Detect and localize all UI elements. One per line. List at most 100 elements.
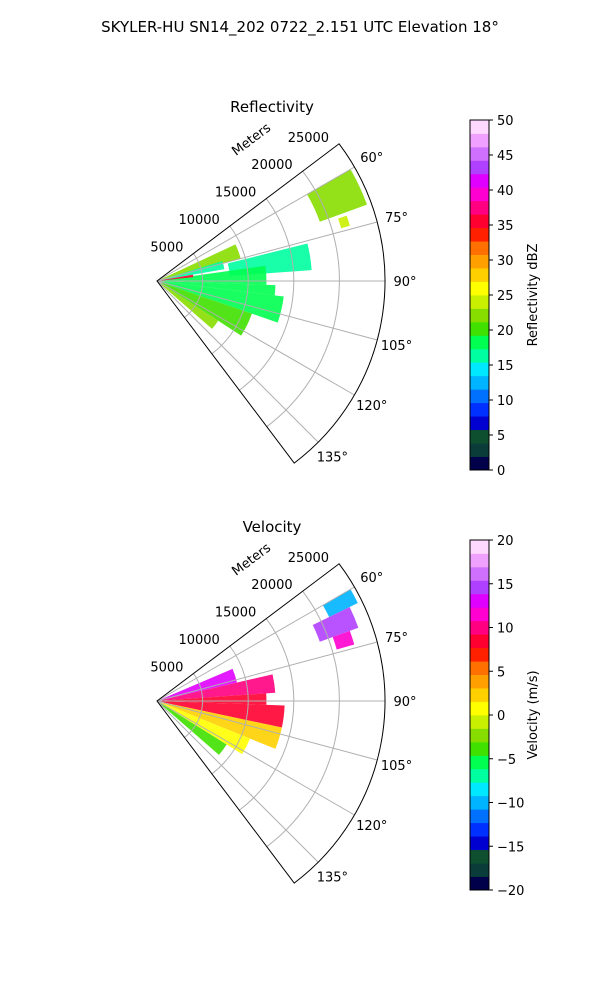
velocity-azimuth-tick-label: 60° <box>360 571 383 586</box>
velocity-colorbar-segment <box>470 566 489 581</box>
reflectivity-echo <box>161 265 267 285</box>
velocity-echo <box>332 630 355 650</box>
reflectivity-azimuth-spoke <box>156 280 355 396</box>
velocity-colorbar-segment <box>470 634 489 649</box>
reflectivity-range-ring <box>239 198 295 391</box>
velocity-range-axis-label: Meters <box>229 541 274 580</box>
velocity-azimuth-spoke <box>156 700 378 761</box>
velocity-echoes <box>160 589 359 755</box>
reflectivity-colorbar-segment <box>470 335 489 350</box>
reflectivity-azimuth-tick-label: 75° <box>385 211 408 226</box>
reflectivity-colorbar-segment <box>470 321 489 336</box>
reflectivity-colorbar-tick-label: 15 <box>497 359 514 374</box>
velocity-colorbar-tick-label: 5 <box>497 665 505 680</box>
velocity-echo <box>161 674 276 701</box>
reflectivity-grid <box>156 166 385 443</box>
reflectivity-range-tick-label: 20000 <box>251 158 292 173</box>
velocity-azimuth-tick-label: 120° <box>356 819 387 834</box>
velocity-colorbar-segment <box>470 822 489 837</box>
velocity-colorbar-tick-label: −15 <box>497 840 524 855</box>
reflectivity-colorbar-segment <box>470 214 489 229</box>
reflectivity-range-tick-label: 5000 <box>150 241 183 256</box>
velocity-range-ring <box>184 673 204 738</box>
velocity-colorbar-segment <box>470 553 489 568</box>
reflectivity-azimuth-tick-label: 60° <box>360 151 383 166</box>
velocity-range-tick-label: 25000 <box>288 551 329 566</box>
reflectivity-colorbar-segment <box>470 308 489 323</box>
reflectivity-colorbar-segment <box>470 160 489 175</box>
reflectivity-colorbar-segment <box>470 295 489 309</box>
reflectivity-azimuth-spoke <box>156 280 319 443</box>
velocity-colorbar-segment <box>470 849 489 864</box>
reflectivity-echo <box>338 215 350 229</box>
reflectivity-colorbar-tick-label: 25 <box>497 289 514 304</box>
reflectivity-colorbar-tick-label: 5 <box>497 429 505 444</box>
velocity-colorbar-segment <box>470 795 489 810</box>
velocity-colorbar-segment <box>470 620 489 635</box>
velocity-echo <box>322 589 358 618</box>
reflectivity-colorbar-segment <box>470 429 489 444</box>
velocity-colorbar-tick-label: 0 <box>497 709 505 724</box>
velocity-azimuth-spoke <box>156 700 319 863</box>
reflectivity-colorbar: 0 5 10 15 20 25 30 35 40 45 50 Reflectivity dBZ <box>469 114 541 479</box>
velocity-azimuth-spoke <box>156 641 378 702</box>
reflectivity-sector-outline <box>156 143 386 464</box>
reflectivity-colorbar-segment <box>470 389 489 404</box>
velocity-colorbar-segment <box>470 809 489 824</box>
velocity-colorbar-segment <box>470 728 489 743</box>
velocity-echo <box>161 701 282 749</box>
velocity-colorbar-segment <box>470 540 489 554</box>
reflectivity-echo <box>161 244 241 280</box>
reflectivity-range-tick-label: 15000 <box>215 186 256 201</box>
velocity-range-ring <box>266 590 340 848</box>
reflectivity-colorbar-tick-label: 10 <box>497 394 514 409</box>
velocity-azimuth-tick-label: 75° <box>385 631 408 646</box>
velocity-colorbar-segment <box>470 741 489 756</box>
velocity-azimuth-tick-label: 90° <box>393 695 416 710</box>
reflectivity-colorbar-tick-label: 40 <box>497 184 514 199</box>
reflectivity-range-ring <box>266 170 340 428</box>
reflectivity-colorbar-segment <box>470 375 489 390</box>
velocity-echo <box>312 607 359 642</box>
velocity-azimuth-spoke <box>156 586 355 702</box>
velocity-colorbar-segment <box>470 647 489 662</box>
velocity-echo <box>161 693 267 705</box>
reflectivity-colorbar-segment <box>470 456 489 471</box>
velocity-range-ring <box>239 618 295 811</box>
reflectivity-colorbar-segment <box>470 146 489 161</box>
reflectivity-colorbar-segment <box>470 402 489 417</box>
velocity-colorbar-segment <box>470 836 489 851</box>
reflectivity-colorbar-segment <box>470 200 489 215</box>
velocity-range-tick-label: 15000 <box>215 606 256 621</box>
reflectivity-colorbar-segment <box>470 416 489 431</box>
velocity-azimuth-tick-label: 105° <box>381 759 412 774</box>
velocity-range-tick-label: 5000 <box>150 661 183 676</box>
velocity-colorbar-tick-label: 20 <box>497 534 514 549</box>
velocity-grid <box>156 586 385 863</box>
reflectivity-colorbar-tick-label: 45 <box>497 149 514 164</box>
reflectivity-colorbar-segment <box>470 241 489 256</box>
velocity-sector-outline <box>156 563 386 884</box>
reflectivity-colorbar-segment <box>470 173 489 188</box>
velocity-colorbar-segment <box>470 863 489 877</box>
velocity-colorbar-segment <box>470 701 489 716</box>
reflectivity-azimuth-spoke <box>156 221 378 282</box>
reflectivity-echo <box>161 281 276 296</box>
reflectivity-echo <box>161 281 284 323</box>
reflectivity-title: Reflectivity <box>230 98 314 116</box>
reflectivity-colorbar-segment <box>470 281 489 296</box>
reflectivity-colorbar-segment <box>470 120 489 134</box>
figure-title: SKYLER-HU SN14_202 0722_2.151 UTC Elevat… <box>101 18 499 37</box>
velocity-colorbar-label: Velocity (m/s) <box>526 670 541 759</box>
velocity-panel: Velocity 5000 10000 15000 20000 25000 Meters 60… <box>150 518 541 899</box>
velocity-colorbar-segment <box>470 768 489 783</box>
reflectivity-colorbar-segment <box>470 187 489 202</box>
velocity-echo <box>161 701 285 728</box>
velocity-colorbar-tick-label: −5 <box>497 753 516 768</box>
velocity-azimuth-spoke <box>156 700 355 816</box>
reflectivity-echo <box>160 283 219 329</box>
reflectivity-range-tick-label: 10000 <box>178 213 219 228</box>
velocity-colorbar-tick-label: 15 <box>497 578 514 593</box>
velocity-colorbar-segment <box>470 755 489 770</box>
